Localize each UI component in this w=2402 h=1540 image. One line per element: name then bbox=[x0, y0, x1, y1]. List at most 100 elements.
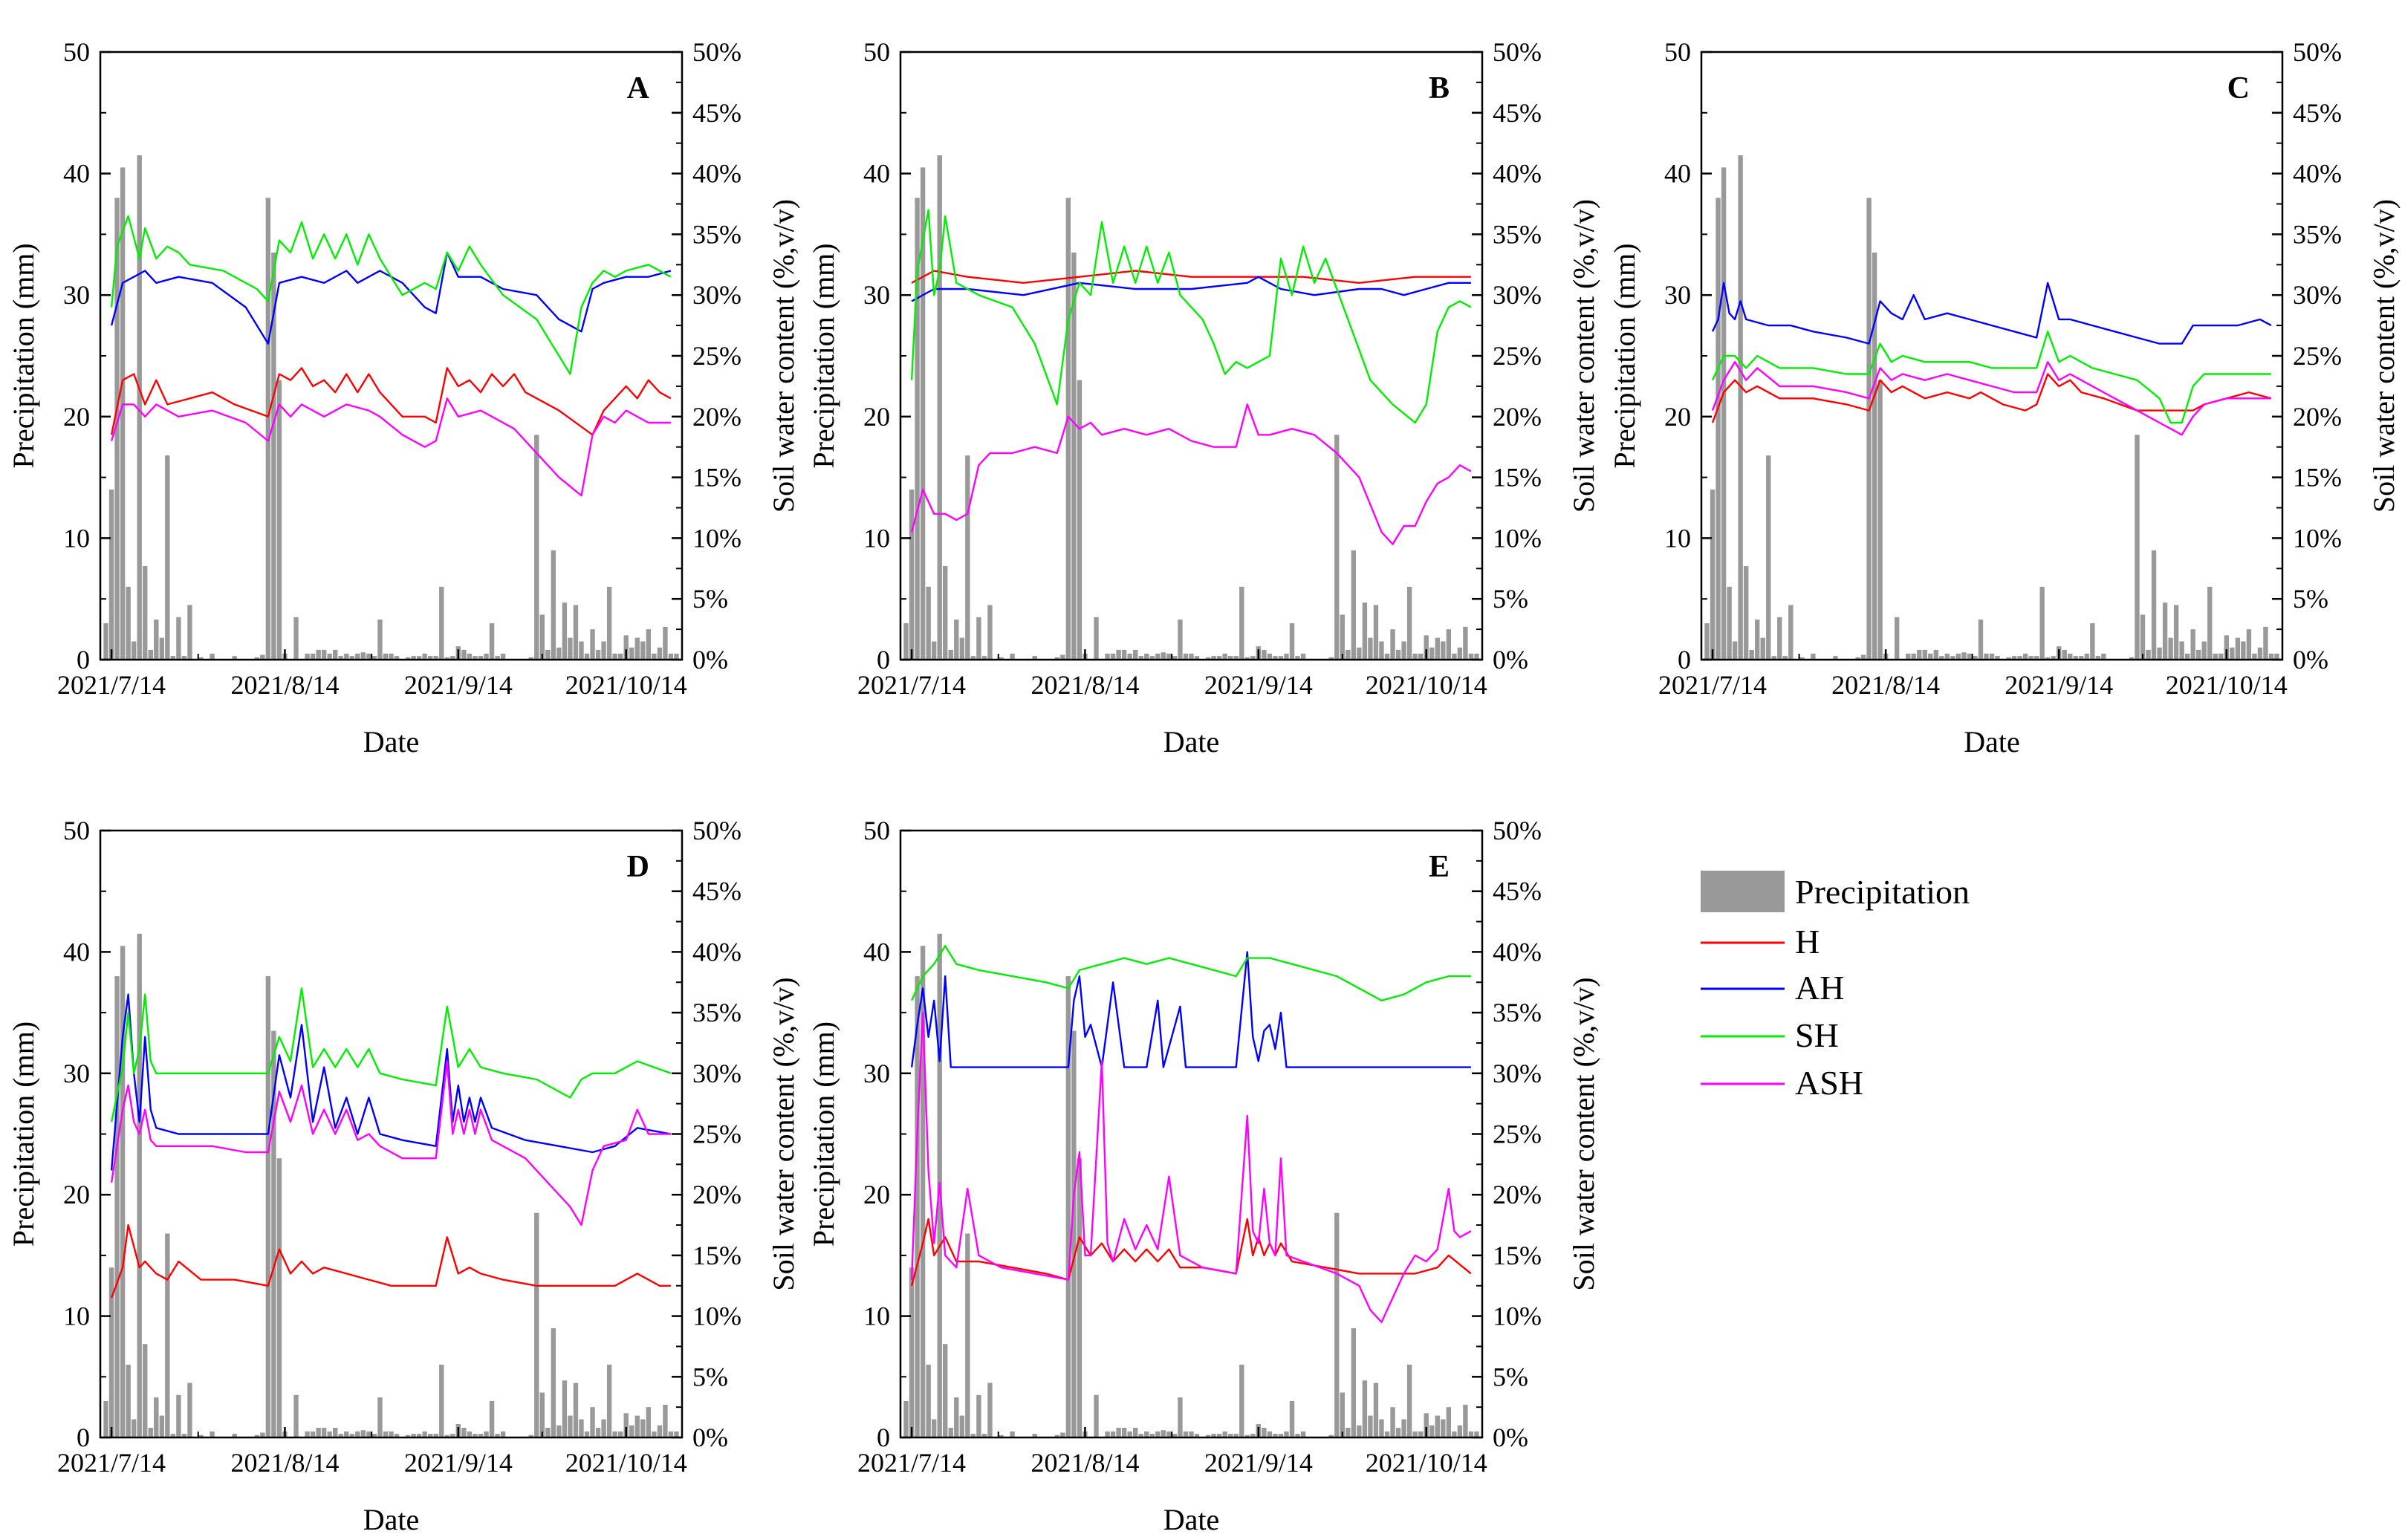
y2-tick-label: 0% bbox=[692, 1423, 728, 1452]
precipitation-bar bbox=[545, 649, 551, 660]
precipitation-bar bbox=[2274, 653, 2279, 660]
precipitation-bar bbox=[276, 380, 282, 660]
precipitation-bar bbox=[2062, 649, 2067, 660]
precipitation-bar bbox=[1390, 1407, 1395, 1437]
precipitation-bar bbox=[108, 1267, 114, 1437]
precipitation-bar bbox=[562, 602, 568, 660]
precipitation-bar bbox=[1933, 649, 1939, 660]
precipitation-bar bbox=[1373, 605, 1379, 660]
precipitation-bar bbox=[937, 155, 942, 660]
precipitation-bar bbox=[293, 1394, 299, 1437]
precipitation-bar bbox=[1077, 380, 1082, 660]
precipitation-bar bbox=[970, 656, 976, 660]
precipitation-bar bbox=[1412, 653, 1418, 660]
y2-tick-label: 45% bbox=[2293, 98, 2342, 128]
y-tick-label: 10 bbox=[63, 523, 90, 553]
precipitation-bar bbox=[1955, 653, 1961, 660]
precipitation-bar bbox=[2173, 605, 2179, 660]
precipitation-bar bbox=[1105, 653, 1110, 660]
precipitation-bar bbox=[500, 653, 506, 660]
precipitation-bar bbox=[573, 1383, 579, 1437]
y-axis-label: Precipitation (mm) bbox=[7, 1021, 40, 1247]
y2-tick-label: 5% bbox=[692, 584, 728, 614]
y-tick-label: 0 bbox=[877, 645, 890, 675]
precipitation-bar bbox=[276, 1158, 282, 1437]
precipitation-bar bbox=[1446, 1407, 1452, 1437]
precipitation-bar bbox=[2051, 656, 2056, 660]
precipitation-bar bbox=[1452, 653, 1457, 660]
precipitation-bar bbox=[1474, 653, 1479, 660]
series-line-h bbox=[110, 367, 672, 436]
precipitation-bar bbox=[108, 489, 114, 660]
y2-tick-label: 30% bbox=[692, 280, 741, 310]
series-line-h bbox=[911, 270, 1471, 284]
y-tick-label: 40 bbox=[63, 159, 90, 189]
panel-d: 0 10 20 30 40 50 0% 5% 10% 15% 20% 25% 30% 35% 40% 45% 5… bbox=[7, 816, 800, 1536]
precipitation-bar bbox=[500, 1431, 506, 1437]
precipitation-bar bbox=[405, 1435, 411, 1437]
x-tick-label: 2021/9/14 bbox=[1204, 1448, 1313, 1478]
y-axis-label: Precipitation (mm) bbox=[1608, 243, 1641, 468]
precipitation-bar bbox=[422, 653, 427, 660]
y2-tick-label: 50% bbox=[692, 816, 741, 845]
precipitation-bar bbox=[954, 620, 959, 660]
precipitation-bar bbox=[126, 1364, 131, 1437]
precipitation-bar bbox=[1777, 617, 1782, 660]
precipitation-bar bbox=[2246, 629, 2252, 660]
y-tick-label: 30 bbox=[1664, 280, 1691, 310]
x-tick-label: 2021/9/14 bbox=[2005, 670, 2113, 700]
precipitation-bar bbox=[1716, 198, 1721, 660]
precipitation-bar bbox=[1060, 654, 1065, 660]
precipitation-bar bbox=[551, 1328, 556, 1437]
precipitation-bar bbox=[484, 653, 489, 660]
precipitation-bar bbox=[1172, 1434, 1178, 1437]
precipitation-bar bbox=[210, 1431, 215, 1437]
precipitation-bar bbox=[154, 1397, 159, 1437]
precipitation-bar bbox=[2017, 656, 2022, 660]
precipitation-bar bbox=[579, 641, 584, 660]
precipitation-bar bbox=[1205, 1435, 1211, 1437]
precipitation-bar bbox=[629, 647, 634, 660]
precipitation-bar bbox=[556, 647, 562, 660]
precipitation-bar bbox=[1262, 649, 1267, 660]
panel-letter: E bbox=[1429, 850, 1450, 884]
precipitation-bar bbox=[484, 1431, 489, 1437]
y-tick-label: 40 bbox=[863, 937, 890, 966]
precipitation-bar bbox=[959, 637, 965, 660]
precipitation-bar bbox=[148, 1427, 153, 1437]
precipitation-bar bbox=[377, 620, 383, 660]
series-line-sh bbox=[911, 944, 1471, 1002]
precipitation-bar bbox=[1250, 656, 1256, 660]
precipitation-bar bbox=[606, 1364, 612, 1437]
precipitation-bar bbox=[1362, 602, 1368, 660]
series-line-h bbox=[910, 1218, 1472, 1287]
precipitation-bar bbox=[1250, 1434, 1256, 1437]
precipitation-bar bbox=[1010, 1431, 1015, 1437]
precipitation-bar bbox=[450, 1434, 455, 1437]
y2-tick-label: 5% bbox=[692, 1362, 728, 1391]
x-tick-label: 2021/7/14 bbox=[1658, 670, 1767, 700]
precipitation-bar bbox=[1228, 656, 1233, 660]
precipitation-bar bbox=[366, 653, 371, 660]
y2-axis-label: Soil water content (%,v/v) bbox=[767, 977, 800, 1290]
x-tick-label: 2021/10/14 bbox=[565, 1448, 687, 1478]
precipitation-bar bbox=[360, 652, 366, 660]
series-line-sh bbox=[910, 209, 1472, 424]
precipitation-bar bbox=[584, 653, 590, 660]
precipitation-bar bbox=[970, 1434, 976, 1437]
precipitation-bar bbox=[405, 657, 411, 660]
precipitation-bar bbox=[1424, 635, 1429, 660]
precipitation-bar bbox=[1284, 653, 1289, 660]
precipitation-bar bbox=[383, 653, 389, 660]
precipitation-bar bbox=[1474, 1431, 1479, 1437]
y2-tick-label: 40% bbox=[1493, 159, 1542, 189]
precipitation-bar bbox=[1094, 617, 1099, 660]
precipitation-bar bbox=[1984, 653, 1989, 660]
precipitation-bar bbox=[165, 455, 170, 660]
precipitation-bar bbox=[1412, 1431, 1418, 1437]
precipitation-bar bbox=[903, 1400, 909, 1437]
y-tick-label: 50 bbox=[863, 816, 890, 845]
series-line-ah bbox=[1711, 282, 2272, 345]
precipitation-bar bbox=[1906, 653, 1911, 660]
